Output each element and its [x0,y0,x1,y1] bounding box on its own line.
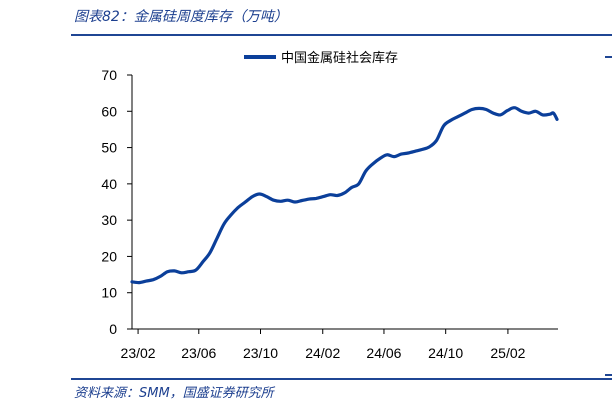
y-tick-label: 20 [101,248,117,264]
legend-label: 中国金属硅社会库存 [281,50,398,66]
y-tick-label: 10 [101,285,117,301]
y-tick-label: 0 [109,321,117,337]
y-tick-label: 50 [101,140,117,156]
x-tick-label: 23/10 [243,345,278,361]
source-note: 资料来源：SMM，国盛证券研究所 [74,386,274,401]
right-edge-mark [605,56,612,58]
x-tick-label: 24/06 [366,345,401,361]
figure-title: 图表82：金属硅周度库存（万吨） [74,9,288,25]
y-axis: 0 10 20 30 40 50 60 70 [101,67,133,337]
top-divider [71,34,612,36]
x-tick-label: 23/02 [121,345,156,361]
series-layer [130,106,559,285]
x-tick-label: 24/02 [305,345,340,361]
right-edge-mark-bottom [605,374,612,376]
y-tick-label: 30 [101,212,117,228]
x-tick-label: 24/10 [428,345,463,361]
y-tick-label: 60 [101,103,117,119]
x-tick-label: 23/06 [181,345,216,361]
y-tick-label: 70 [101,67,117,83]
y-tick-label: 40 [101,176,117,192]
bottom-divider [71,378,612,380]
x-tick-label: 25/02 [490,345,525,361]
series-line-inventory [130,106,559,285]
legend: 中国金属硅社会库存 [244,50,398,66]
x-axis: 23/02 23/06 23/10 24/02 24/06 24/10 25/02 [121,328,558,361]
